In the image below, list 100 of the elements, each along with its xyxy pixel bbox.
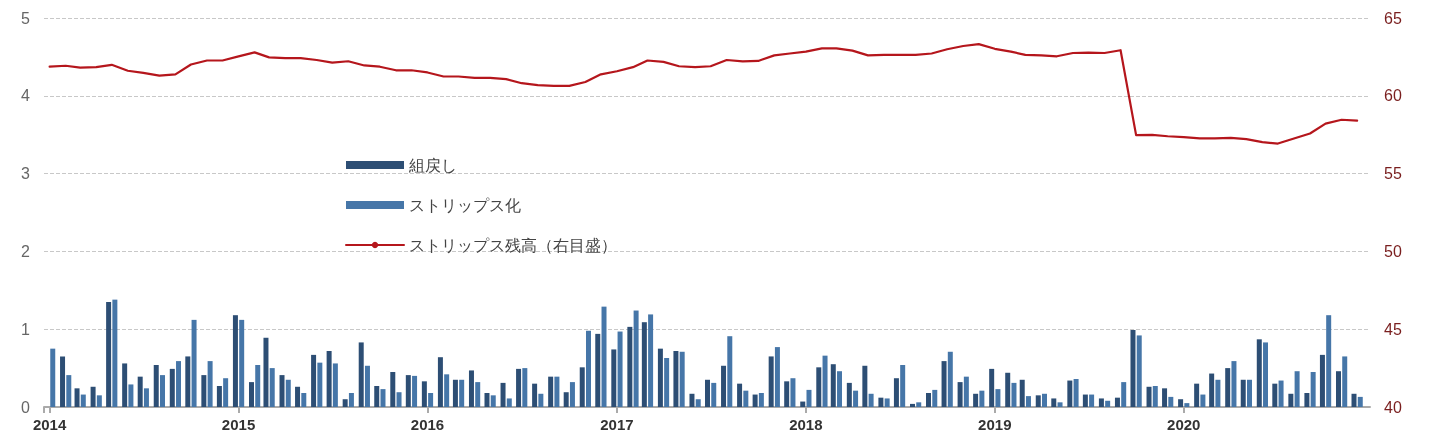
bar <box>1194 383 1200 407</box>
line-series <box>48 43 1359 145</box>
bar <box>342 399 348 407</box>
bar <box>737 383 743 407</box>
bar <box>743 390 749 407</box>
bar <box>1035 395 1041 407</box>
y2-tick-label: 65 <box>1384 9 1402 27</box>
bar <box>1310 371 1316 407</box>
bar <box>538 393 544 407</box>
bar <box>727 336 733 407</box>
bar <box>348 393 354 407</box>
bar <box>1319 354 1325 407</box>
bar <box>1089 394 1095 407</box>
bar <box>1057 402 1063 407</box>
bar <box>973 393 979 407</box>
bar <box>452 379 458 407</box>
bar <box>1114 397 1120 407</box>
bar <box>1184 403 1190 407</box>
bar <box>916 402 922 407</box>
bar <box>317 362 323 407</box>
bar <box>80 394 86 407</box>
bar <box>301 393 307 407</box>
y-tick-label: 5 <box>21 9 31 27</box>
legend-label: 組戻し <box>408 156 457 174</box>
bar <box>705 379 710 407</box>
bar <box>721 365 727 407</box>
y2-tick-label: 60 <box>1384 87 1402 105</box>
bar <box>893 378 899 407</box>
bar <box>1178 399 1184 407</box>
bar <box>1246 379 1252 407</box>
bar <box>941 361 947 407</box>
bar <box>1136 335 1142 407</box>
bar <box>926 393 932 407</box>
bar <box>1067 380 1073 407</box>
bar <box>96 395 102 407</box>
bar <box>516 368 522 407</box>
bar <box>853 390 859 407</box>
bar <box>374 385 380 407</box>
bar <box>617 331 623 407</box>
bar <box>711 382 717 407</box>
bar <box>506 398 512 407</box>
bar <box>295 386 301 407</box>
bar <box>1011 382 1017 407</box>
bar <box>1121 382 1127 407</box>
bar <box>790 378 796 407</box>
legend-label: ストリップス残高（右目盛） <box>409 236 617 254</box>
bar <box>1294 371 1300 407</box>
bar <box>1005 372 1011 407</box>
bar <box>664 357 670 407</box>
bar <box>1263 342 1269 407</box>
x-tick-label: 2017 <box>600 416 634 433</box>
bar <box>216 385 222 407</box>
bar <box>689 393 695 407</box>
bar <box>1304 393 1310 407</box>
bar <box>1225 368 1231 407</box>
bar <box>822 355 828 407</box>
bar <box>390 371 396 407</box>
bar <box>695 399 701 407</box>
bar <box>279 375 285 407</box>
bar <box>169 368 175 407</box>
bar <box>358 342 364 407</box>
bar <box>1130 329 1136 407</box>
bar <box>563 392 569 407</box>
bar <box>800 401 806 407</box>
y2-tick-label: 55 <box>1384 165 1402 183</box>
y2-tick-label: 40 <box>1384 398 1402 416</box>
bar <box>90 386 96 407</box>
bar <box>532 383 538 407</box>
x-tick-label: 2020 <box>1167 416 1201 433</box>
bar <box>548 376 554 407</box>
bar <box>60 356 66 407</box>
bar <box>522 368 528 407</box>
bar <box>207 361 213 407</box>
bar <box>758 393 764 407</box>
bar <box>332 363 338 407</box>
bar <box>595 333 601 407</box>
bar <box>1146 386 1152 407</box>
bar <box>579 367 585 407</box>
bar <box>1335 371 1341 407</box>
bar <box>1278 380 1284 407</box>
bar <box>995 389 1001 407</box>
bar <box>484 393 490 407</box>
bar <box>428 393 434 407</box>
bar <box>326 350 332 407</box>
bar <box>1073 378 1079 407</box>
bar <box>1288 393 1294 407</box>
bar <box>752 394 758 407</box>
bar <box>176 361 182 407</box>
bar <box>405 375 411 407</box>
y-tick-label: 0 <box>21 398 31 416</box>
bar <box>468 370 474 407</box>
x-tick-label: 2016 <box>410 416 445 433</box>
x-tick-label: 2018 <box>789 416 823 433</box>
bar <box>830 364 836 407</box>
bar <box>269 368 275 407</box>
bar <box>444 374 450 407</box>
bar <box>569 382 575 407</box>
bar <box>412 375 418 407</box>
bar <box>475 382 481 407</box>
bar <box>641 322 647 407</box>
